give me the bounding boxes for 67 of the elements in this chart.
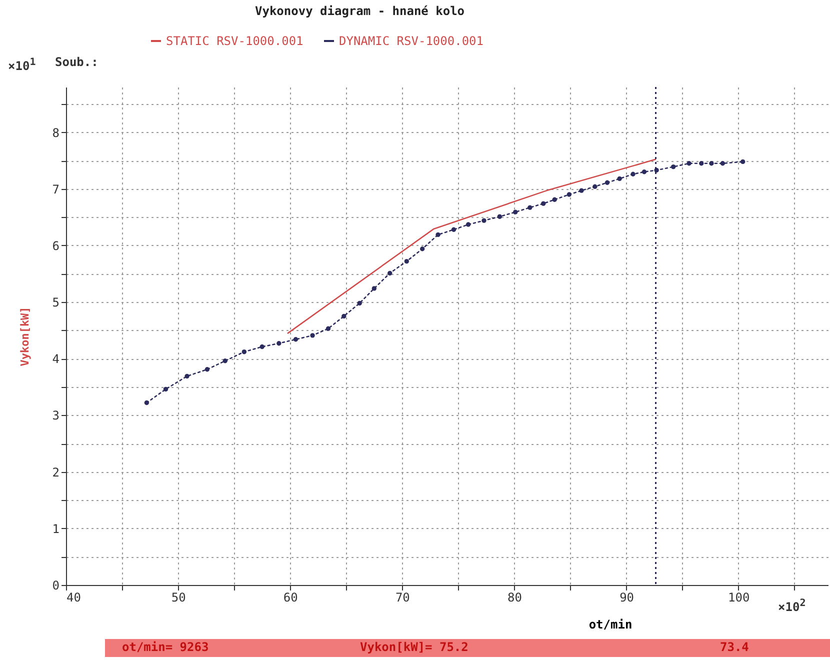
x-axis-title: ot/min xyxy=(588,618,632,632)
point xyxy=(642,170,647,174)
point xyxy=(310,333,315,338)
x-tick-label: 70 xyxy=(395,590,410,604)
point xyxy=(451,227,456,232)
point xyxy=(293,337,298,342)
point xyxy=(184,374,190,379)
point xyxy=(388,270,392,276)
legend-label: DYNAMIC RSV-1000.001 xyxy=(339,34,484,48)
point xyxy=(242,350,247,354)
y-tick-label: 1 xyxy=(52,522,60,536)
point xyxy=(528,205,532,210)
x-tick-label: 80 xyxy=(508,590,522,604)
point xyxy=(740,159,746,164)
point xyxy=(144,400,150,406)
chart-title: Vykonovy diagram - hnané kolo xyxy=(255,4,465,18)
point xyxy=(342,314,346,319)
y-tick-label: 8 xyxy=(52,126,60,140)
point xyxy=(617,176,622,182)
y-tick-label: 4 xyxy=(52,352,60,366)
point xyxy=(260,344,264,350)
point xyxy=(276,341,282,346)
x-tick-label: 50 xyxy=(171,590,186,604)
point xyxy=(372,286,377,291)
point xyxy=(204,367,210,372)
text: Vykon[kW]= 75.2 xyxy=(360,640,468,654)
y-axis-title: Vykon[kW] xyxy=(18,306,32,366)
point xyxy=(552,197,557,202)
y-tick-label: 0 xyxy=(52,578,60,592)
point xyxy=(357,300,362,306)
y-tick-label: 7 xyxy=(52,182,60,196)
text: 73.4 xyxy=(720,640,749,654)
point xyxy=(420,246,425,252)
x-tick-label: 60 xyxy=(283,590,298,604)
y-tick-label: 5 xyxy=(52,296,60,310)
text: ×10$^{2}$ xyxy=(778,598,806,614)
line-series xyxy=(287,158,656,334)
point xyxy=(482,218,486,223)
point xyxy=(630,172,636,176)
point xyxy=(566,192,572,197)
point xyxy=(720,161,726,166)
point xyxy=(404,258,410,264)
point xyxy=(579,188,584,193)
point xyxy=(163,386,168,392)
point xyxy=(686,161,692,166)
point xyxy=(466,222,471,227)
text: Soub.: xyxy=(55,55,98,69)
x-tick-label: 40 xyxy=(66,590,81,604)
y-tick-label: 2 xyxy=(52,465,60,480)
point xyxy=(326,326,331,331)
x-tick-label: 90 xyxy=(620,590,634,604)
point xyxy=(592,184,598,189)
point xyxy=(513,210,518,214)
legend-label: STATIC RSV-1000.001 xyxy=(166,34,304,48)
y-tick-label: 3 xyxy=(52,408,60,423)
point xyxy=(436,232,440,238)
text: ×10$^{1}$ xyxy=(8,57,36,73)
point xyxy=(222,358,228,364)
point xyxy=(699,161,704,166)
x-tick-label: 100 xyxy=(728,590,750,604)
point xyxy=(541,201,546,206)
text: ot/min= 9263 xyxy=(122,640,209,654)
y-tick-label: 6 xyxy=(52,238,60,253)
point xyxy=(604,180,610,185)
point xyxy=(671,164,676,170)
point xyxy=(497,214,502,219)
point xyxy=(709,161,714,166)
